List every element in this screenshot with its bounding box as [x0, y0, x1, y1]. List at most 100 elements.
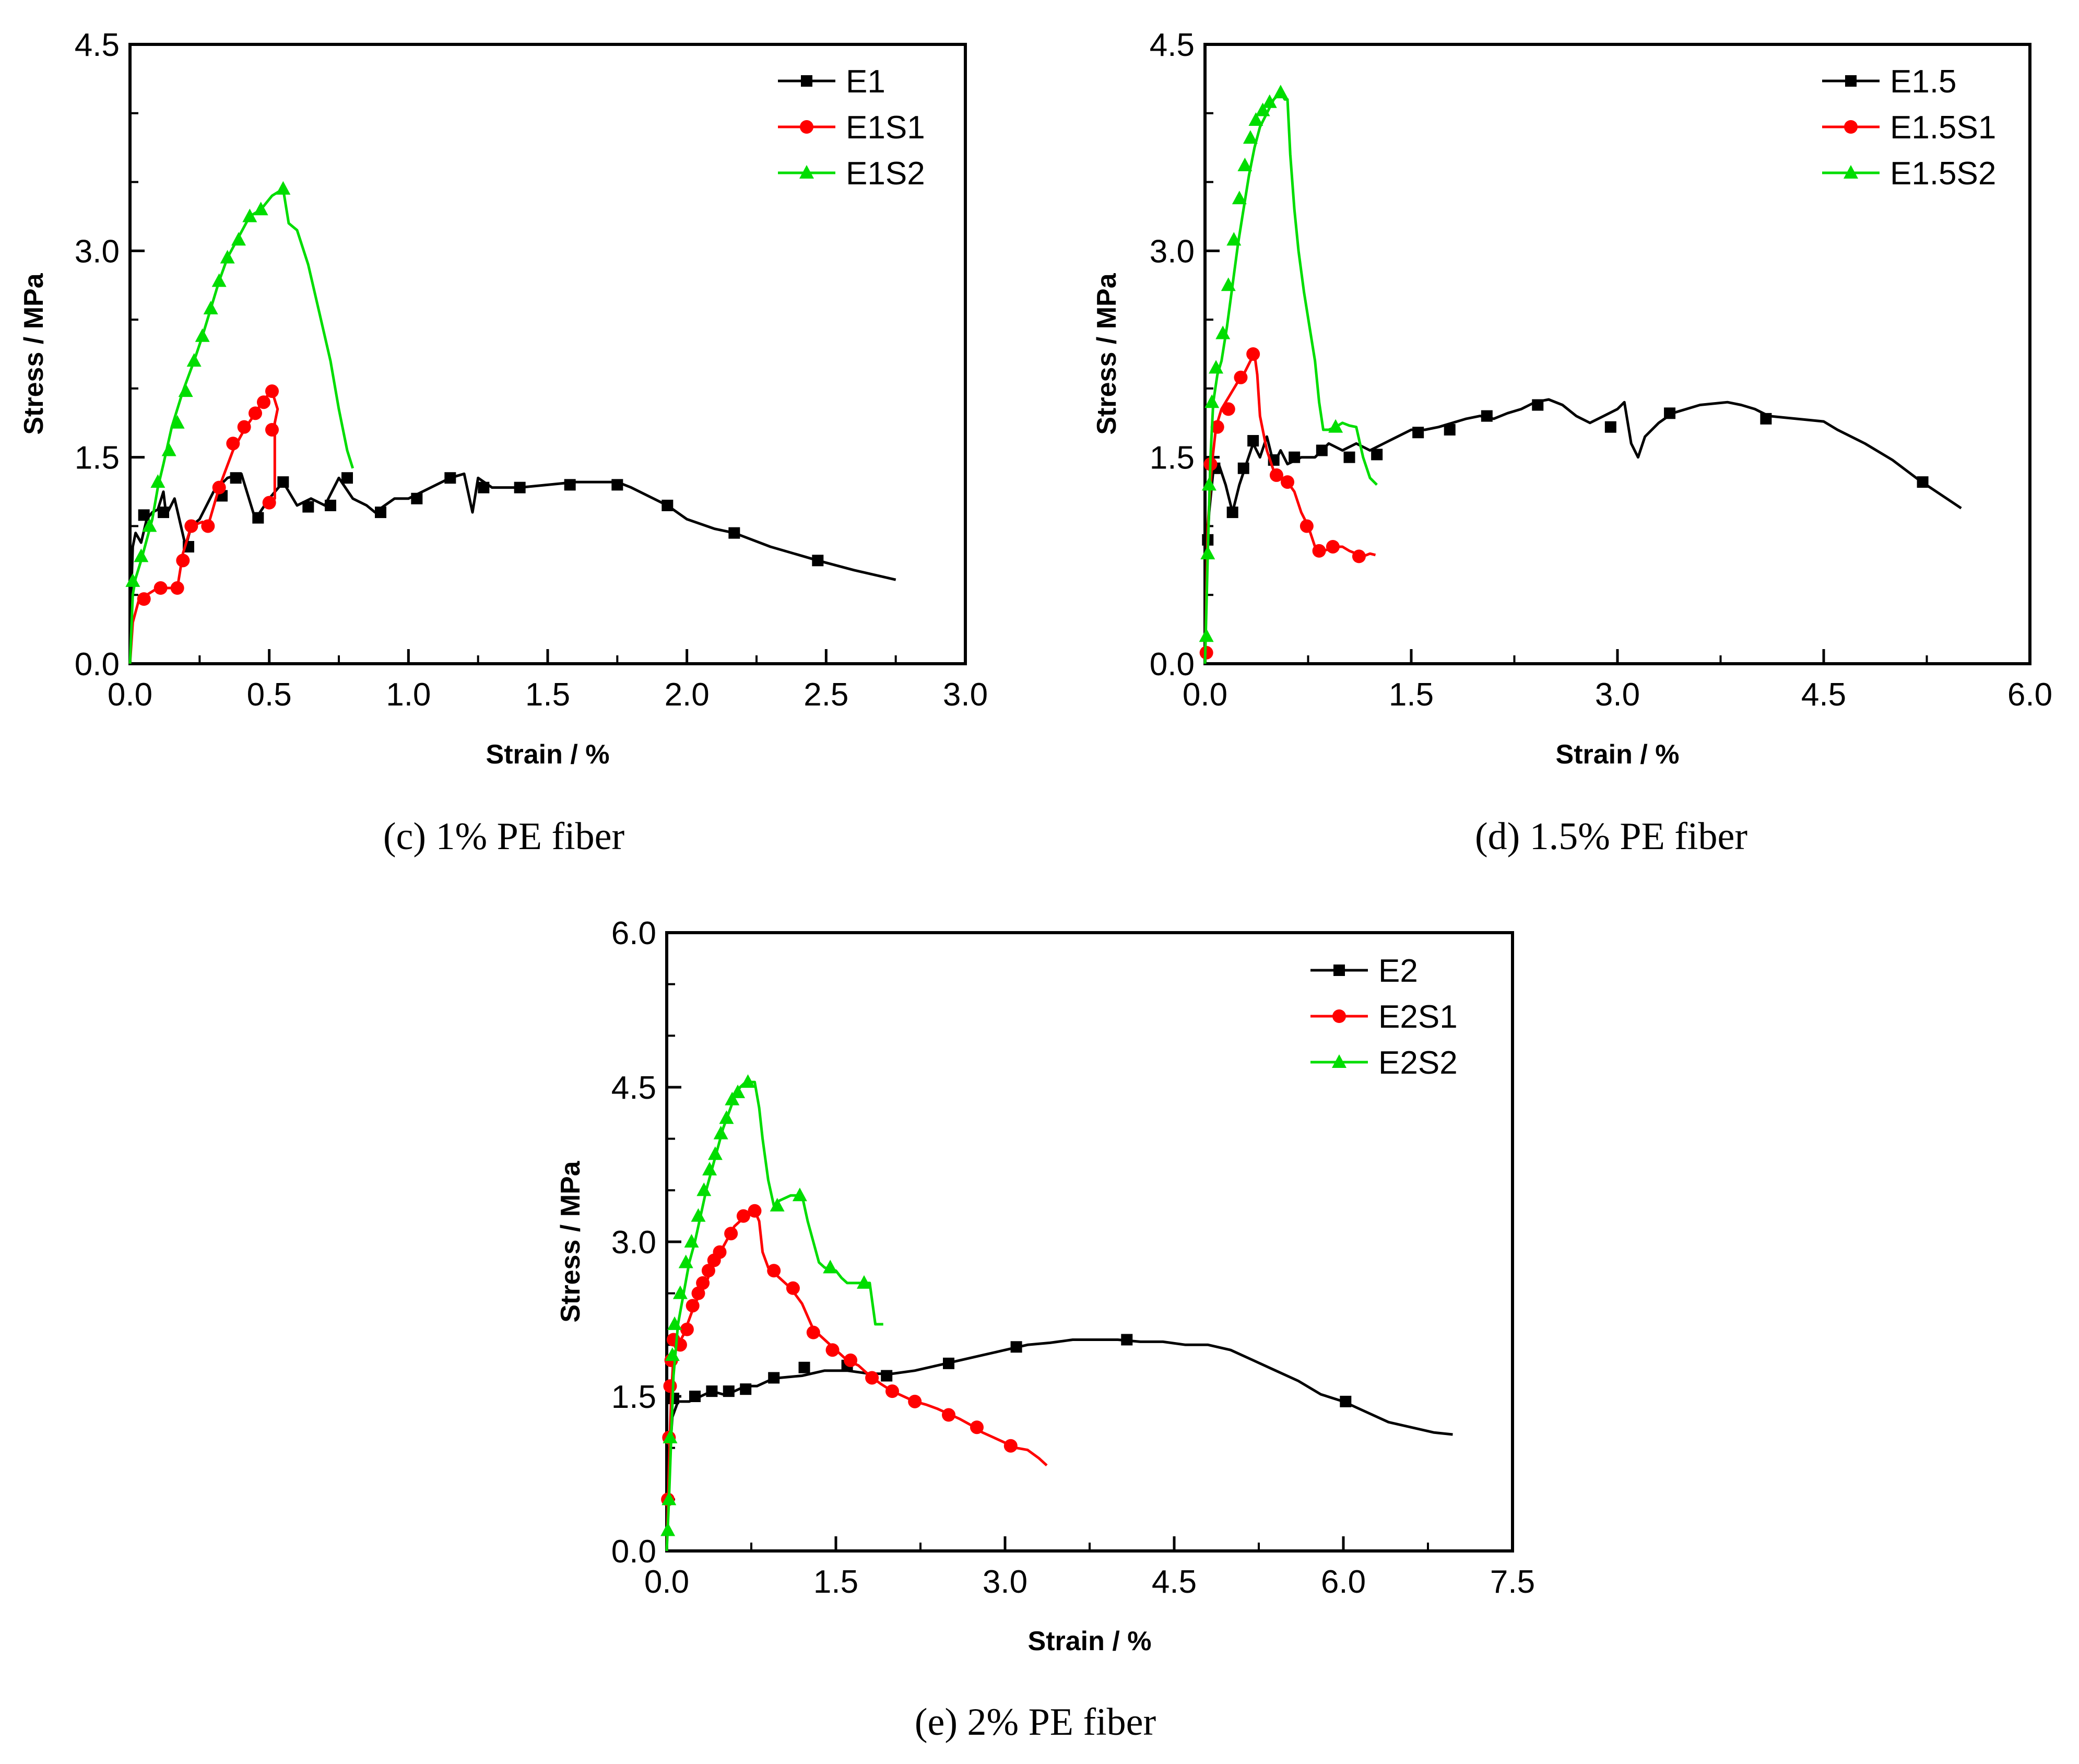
- data-point-e1: [662, 499, 674, 511]
- y-axis-label: Stress / MPa: [556, 1160, 586, 1322]
- data-point-e1s2: [142, 518, 157, 532]
- chart-panel-e: 0.0 1.5 3.0 4.5 6.0 7.5 0.0 1.5 3.0 4.5 6.0 E2 E2S1…: [556, 915, 1535, 1744]
- data-point-e2: [706, 1385, 718, 1397]
- data-point-e2s1: [680, 1322, 694, 1336]
- data-point-e1s1: [265, 384, 279, 398]
- data-point-e2s1: [844, 1353, 858, 1367]
- data-point-e1: [444, 472, 456, 484]
- y-tick-label: 0.0: [611, 1534, 656, 1570]
- y-tick-label: 6.0: [611, 915, 656, 951]
- data-point-e2: [943, 1357, 954, 1369]
- data-point-e2s2: [702, 1161, 717, 1175]
- y-tick-label: 0.0: [75, 646, 120, 683]
- data-point-e2s2: [707, 1146, 723, 1160]
- x-tick-label: 4.5: [1801, 677, 1846, 713]
- y-axis-label: Stress / MPa: [19, 273, 49, 434]
- x-tick-label: 0.0: [1183, 677, 1227, 713]
- legend-label: E2S2: [1378, 1045, 1458, 1081]
- data-point-e1-5s1: [1221, 402, 1235, 416]
- data-point-e2s1: [865, 1371, 879, 1385]
- data-point-e2: [1010, 1341, 1022, 1353]
- data-point-e2s1: [970, 1420, 984, 1434]
- legend-marker: [1332, 1054, 1346, 1068]
- data-point-e2s2: [660, 1522, 676, 1536]
- series-group: [1199, 85, 1962, 664]
- data-point-e1s2: [186, 353, 202, 367]
- data-point-e1-5s2: [1232, 191, 1247, 205]
- data-point-e2s2: [857, 1275, 871, 1289]
- data-point-e1-5s2: [1255, 102, 1270, 116]
- x-tick-label: 1.5: [813, 1564, 858, 1600]
- data-point-e2s2: [667, 1316, 682, 1330]
- data-point-e2s2: [725, 1091, 740, 1106]
- data-point-e2s1: [767, 1264, 781, 1278]
- data-point-e2s1: [663, 1379, 677, 1393]
- data-point-e1-5: [1412, 427, 1424, 439]
- y-axis-label: Stress / MPa: [1092, 273, 1122, 434]
- data-point-e1s1: [265, 422, 279, 437]
- legend-marker: [1332, 1009, 1346, 1023]
- x-tick-label: 2.0: [665, 677, 710, 713]
- data-point-e1-5s2: [1243, 130, 1258, 144]
- data-point-e2: [689, 1391, 701, 1402]
- data-point-e1s2: [211, 273, 227, 287]
- data-point-e2: [798, 1361, 810, 1373]
- data-point-e2s1: [825, 1343, 840, 1357]
- data-point-e1-5: [1343, 451, 1355, 463]
- data-point-e1: [812, 555, 824, 567]
- series-line-e1: [128, 472, 896, 664]
- data-point-e1: [325, 499, 336, 511]
- data-point-e2s1: [691, 1286, 705, 1300]
- data-point-e1-5s2: [1237, 157, 1253, 171]
- legend-label: E1.5S1: [1890, 110, 1996, 146]
- data-point-e1s1: [137, 592, 151, 606]
- y-tick-label: 3.0: [75, 233, 120, 269]
- data-point-e1: [302, 501, 314, 513]
- x-tick-label: 1.0: [386, 677, 431, 713]
- legend-marker: [1844, 120, 1858, 134]
- data-point-e2: [881, 1370, 893, 1382]
- data-point-e1: [514, 481, 526, 493]
- data-point-e1: [411, 492, 423, 504]
- data-point-e2s1: [786, 1281, 800, 1295]
- y-tick-label: 3.0: [1150, 233, 1195, 269]
- data-point-e2s2: [740, 1074, 755, 1088]
- data-point-e1s1: [184, 519, 198, 533]
- data-point-e1-5s2: [1199, 628, 1214, 642]
- data-point-e1s2: [125, 573, 140, 587]
- legend: E1 E1S1 E1S2: [778, 64, 925, 192]
- data-point-e1-5s2: [1209, 360, 1224, 374]
- data-point-e2s1: [748, 1204, 762, 1218]
- legend-marker: [1333, 965, 1345, 976]
- series-line-e1-5: [1203, 398, 1962, 664]
- data-point-e1-5s2: [1200, 546, 1215, 560]
- data-point-e1-5s1: [1300, 519, 1314, 533]
- data-point-e1s2: [195, 328, 210, 342]
- data-point-e1: [277, 476, 289, 488]
- data-point-e1-5s2: [1273, 85, 1288, 99]
- data-point-e1-5: [1371, 449, 1383, 461]
- data-point-e2s2: [770, 1197, 785, 1212]
- data-point-e1-5s2: [1215, 325, 1231, 339]
- y-tick-label: 0.0: [1150, 646, 1195, 683]
- x-axis-label: Strain / %: [486, 739, 610, 770]
- data-point-e1: [138, 509, 150, 521]
- data-point-e1-5s2: [1328, 419, 1343, 433]
- data-point-e1: [158, 507, 169, 519]
- data-point-e2s2: [730, 1084, 746, 1098]
- data-point-e2: [740, 1383, 752, 1395]
- legend: E2 E2S1 E2S2: [1310, 953, 1458, 1081]
- data-point-e1-5: [1444, 424, 1456, 436]
- x-tick-label: 6.0: [2007, 677, 2052, 713]
- data-point-e2s2: [823, 1260, 838, 1274]
- data-point-e1: [230, 472, 242, 484]
- y-tick-label: 1.5: [75, 440, 120, 476]
- data-point-e1: [478, 481, 490, 493]
- data-point-e1s1: [176, 554, 190, 568]
- data-point-e1: [375, 507, 386, 519]
- legend-marker: [1844, 165, 1858, 179]
- x-tick-label: 3.0: [1595, 677, 1640, 713]
- legend-marker: [799, 165, 814, 179]
